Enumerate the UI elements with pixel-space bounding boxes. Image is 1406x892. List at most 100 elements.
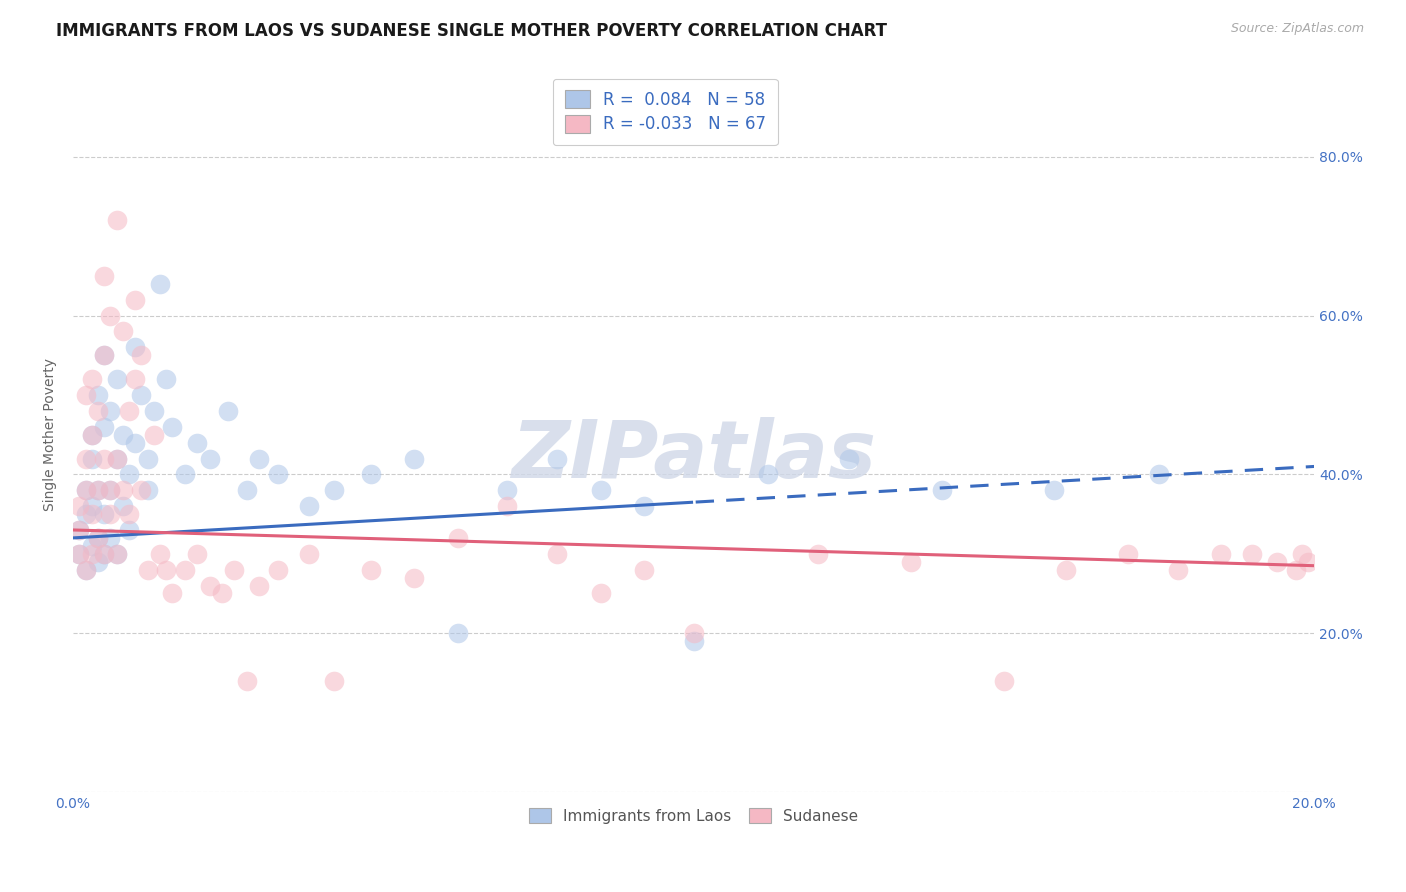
- Point: [87, 555, 110, 569]
- Point: [131, 348, 153, 362]
- Point: [111, 325, 134, 339]
- Point: [93, 348, 115, 362]
- Point: [217, 404, 239, 418]
- Point: [322, 483, 344, 498]
- Point: [298, 499, 321, 513]
- Legend: Immigrants from Laos, Sudanese: Immigrants from Laos, Sudanese: [519, 797, 869, 834]
- Point: [67, 499, 90, 513]
- Point: [75, 483, 97, 498]
- Point: [98, 531, 121, 545]
- Point: [1116, 547, 1139, 561]
- Point: [211, 586, 233, 600]
- Point: [124, 435, 146, 450]
- Point: [224, 563, 246, 577]
- Point: [633, 499, 655, 513]
- Point: [93, 547, 115, 561]
- Point: [131, 388, 153, 402]
- Point: [80, 499, 103, 513]
- Point: [1296, 555, 1319, 569]
- Point: [136, 563, 159, 577]
- Point: [105, 451, 128, 466]
- Point: [496, 499, 519, 513]
- Point: [931, 483, 953, 498]
- Point: [298, 547, 321, 561]
- Point: [124, 372, 146, 386]
- Point: [236, 483, 259, 498]
- Point: [993, 673, 1015, 688]
- Point: [247, 578, 270, 592]
- Point: [67, 547, 90, 561]
- Point: [633, 563, 655, 577]
- Point: [105, 547, 128, 561]
- Point: [496, 483, 519, 498]
- Point: [322, 673, 344, 688]
- Point: [131, 483, 153, 498]
- Point: [136, 483, 159, 498]
- Point: [162, 586, 184, 600]
- Point: [546, 451, 568, 466]
- Point: [404, 571, 426, 585]
- Point: [124, 340, 146, 354]
- Point: [93, 547, 115, 561]
- Point: [1054, 563, 1077, 577]
- Point: [155, 563, 177, 577]
- Point: [1147, 467, 1170, 482]
- Point: [142, 427, 165, 442]
- Point: [111, 499, 134, 513]
- Point: [75, 563, 97, 577]
- Point: [360, 563, 382, 577]
- Point: [118, 404, 141, 418]
- Point: [75, 388, 97, 402]
- Point: [267, 467, 290, 482]
- Point: [1284, 563, 1306, 577]
- Text: IMMIGRANTS FROM LAOS VS SUDANESE SINGLE MOTHER POVERTY CORRELATION CHART: IMMIGRANTS FROM LAOS VS SUDANESE SINGLE …: [56, 22, 887, 40]
- Point: [67, 523, 90, 537]
- Point: [1209, 547, 1232, 561]
- Point: [75, 507, 97, 521]
- Point: [75, 563, 97, 577]
- Point: [98, 483, 121, 498]
- Point: [93, 348, 115, 362]
- Point: [1167, 563, 1189, 577]
- Point: [93, 451, 115, 466]
- Point: [75, 483, 97, 498]
- Point: [80, 507, 103, 521]
- Point: [136, 451, 159, 466]
- Point: [75, 451, 97, 466]
- Point: [900, 555, 922, 569]
- Point: [111, 427, 134, 442]
- Point: [98, 404, 121, 418]
- Point: [173, 563, 195, 577]
- Point: [105, 213, 128, 227]
- Point: [149, 277, 172, 291]
- Point: [80, 451, 103, 466]
- Point: [118, 467, 141, 482]
- Point: [142, 404, 165, 418]
- Point: [98, 483, 121, 498]
- Point: [124, 293, 146, 307]
- Point: [93, 507, 115, 521]
- Text: Source: ZipAtlas.com: Source: ZipAtlas.com: [1230, 22, 1364, 36]
- Point: [111, 483, 134, 498]
- Point: [105, 372, 128, 386]
- Point: [838, 451, 860, 466]
- Point: [67, 523, 90, 537]
- Point: [118, 507, 141, 521]
- Text: ZIPatlas: ZIPatlas: [512, 417, 876, 495]
- Point: [162, 419, 184, 434]
- Point: [1042, 483, 1064, 498]
- Point: [186, 547, 208, 561]
- Point: [447, 626, 470, 640]
- Point: [682, 626, 704, 640]
- Point: [173, 467, 195, 482]
- Point: [267, 563, 290, 577]
- Point: [589, 483, 612, 498]
- Point: [105, 451, 128, 466]
- Point: [198, 451, 221, 466]
- Point: [682, 634, 704, 648]
- Point: [93, 268, 115, 283]
- Point: [1291, 547, 1313, 561]
- Point: [87, 404, 110, 418]
- Point: [87, 388, 110, 402]
- Point: [1241, 547, 1264, 561]
